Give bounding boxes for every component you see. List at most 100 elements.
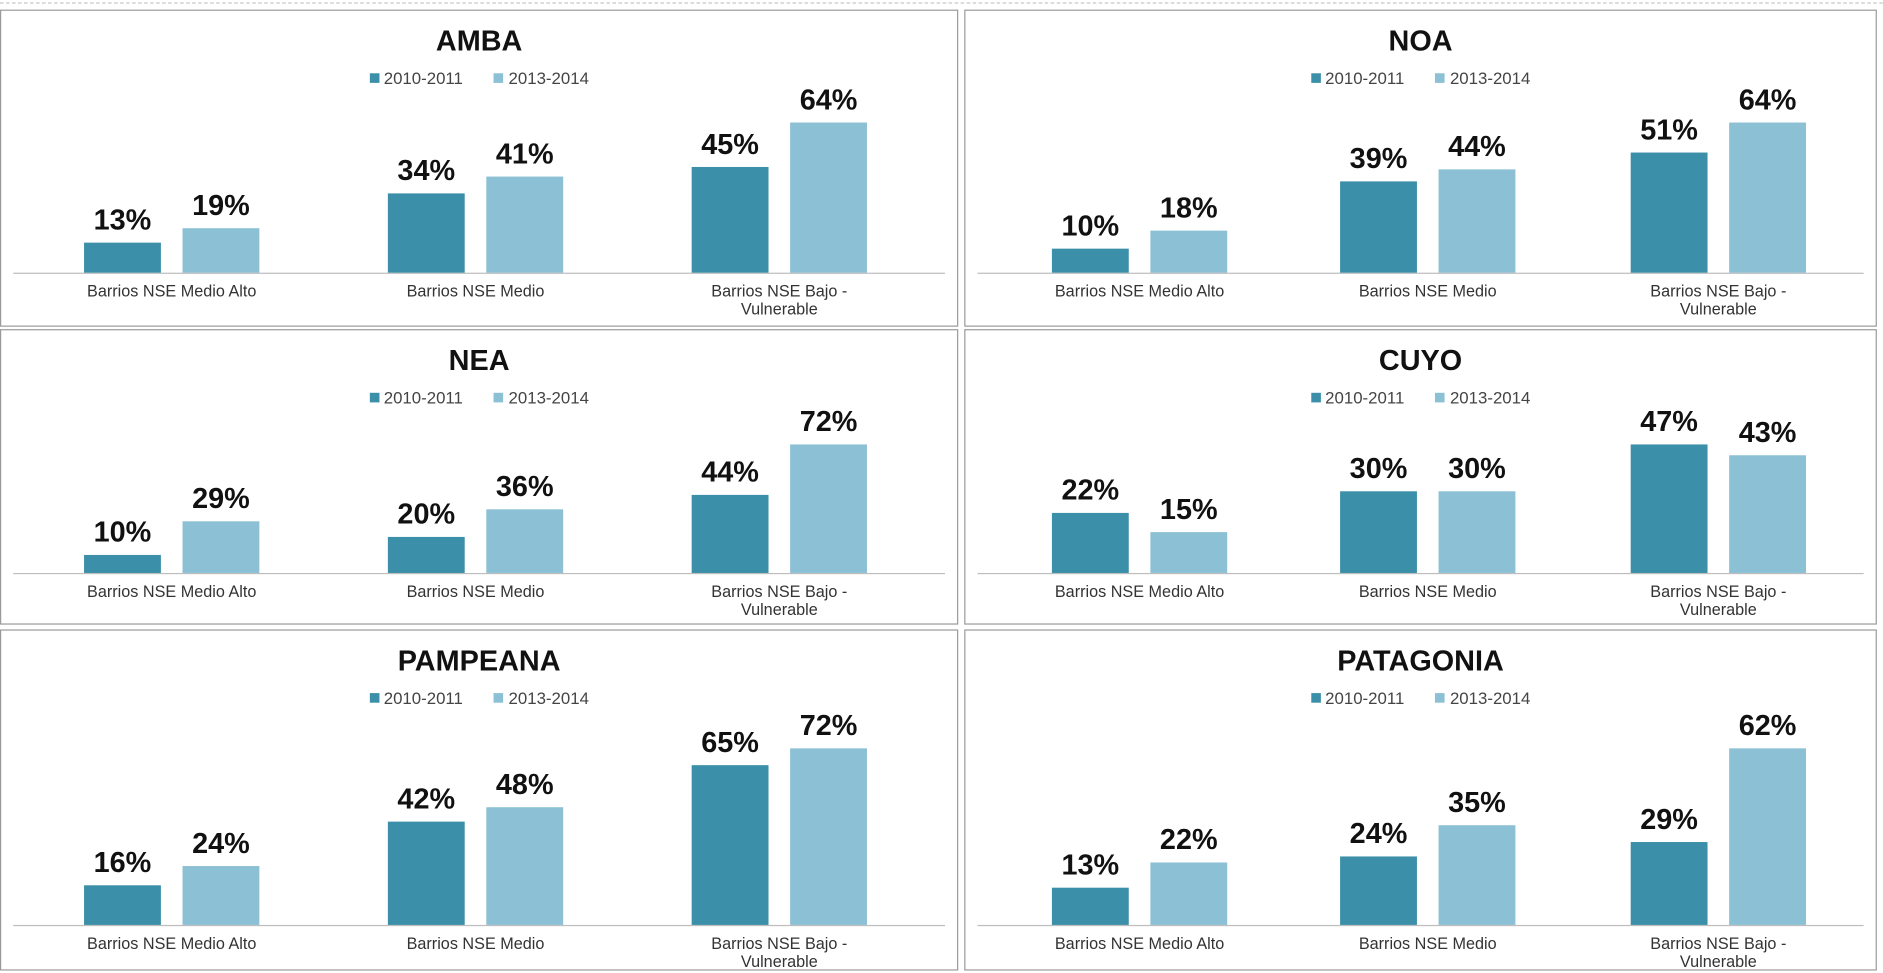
bar bbox=[1150, 230, 1228, 273]
legend-item: 2010-2011 bbox=[369, 688, 463, 708]
data-label: 18% bbox=[1159, 192, 1218, 225]
data-label: 41% bbox=[495, 138, 554, 171]
bar bbox=[1051, 512, 1129, 573]
data-label: 10% bbox=[1061, 210, 1120, 244]
x-tick-label: Barrios NSE Medio Alto bbox=[1054, 582, 1225, 601]
bar bbox=[486, 176, 564, 273]
bar bbox=[1051, 887, 1129, 925]
data-label: 10% bbox=[93, 516, 152, 550]
legend: 2010-2011 2013-2014 bbox=[1, 388, 957, 407]
legend-item: 2013-2014 bbox=[494, 388, 589, 407]
x-tick-label: Barrios NSE Bajo - Vulnerable bbox=[711, 934, 848, 971]
data-label: 45% bbox=[701, 128, 759, 162]
legend-item: 2013-2014 bbox=[494, 68, 589, 88]
data-label: 13% bbox=[93, 203, 152, 237]
legend-label: 2013-2014 bbox=[508, 387, 589, 408]
data-label: 30% bbox=[1349, 452, 1408, 485]
bar bbox=[1630, 444, 1708, 573]
legend-swatch bbox=[1435, 73, 1446, 83]
x-tick-label: Barrios NSE Medio Alto bbox=[1054, 934, 1225, 953]
x-tick-label: Barrios NSE Bajo - Vulnerable bbox=[1650, 934, 1787, 971]
bar bbox=[387, 821, 465, 925]
bar bbox=[1150, 862, 1228, 925]
data-label: 34% bbox=[397, 154, 456, 187]
data-label: 16% bbox=[93, 847, 152, 880]
legend-label: 2010-2011 bbox=[1325, 387, 1405, 408]
legend-item: 2010-2011 bbox=[1310, 68, 1404, 88]
bar bbox=[1630, 842, 1708, 925]
bar bbox=[790, 444, 867, 573]
legend-item: 2013-2014 bbox=[1435, 388, 1530, 407]
x-tick-label: Barrios NSE Medio Alto bbox=[87, 282, 257, 301]
x-axis bbox=[977, 572, 1864, 575]
bar bbox=[1150, 531, 1228, 573]
chart-title: NOA bbox=[1388, 25, 1453, 58]
legend: 2010-2011 2013-2014 bbox=[965, 688, 1875, 708]
bar bbox=[84, 242, 161, 273]
legend-swatch bbox=[494, 693, 504, 703]
data-label: 20% bbox=[397, 498, 456, 532]
bar bbox=[691, 765, 769, 925]
data-label: 39% bbox=[1349, 142, 1408, 176]
x-tick-label: Barrios NSE Medio bbox=[1358, 282, 1497, 301]
data-label: 62% bbox=[1738, 709, 1797, 743]
legend-swatch bbox=[494, 392, 504, 403]
bar bbox=[1340, 181, 1417, 273]
chart-panel: PAMPEANA 2010-2011 2013-2014 Barrios NSE Me… bbox=[0, 629, 959, 971]
legend: 2010-2011 2013-2014 bbox=[1, 68, 957, 88]
data-label: 15% bbox=[1159, 493, 1218, 526]
chart-title: AMBA bbox=[435, 25, 523, 58]
x-tick-label: Barrios NSE Medio Alto bbox=[1054, 282, 1225, 301]
legend-label: 2010-2011 bbox=[1325, 688, 1405, 708]
data-label: 48% bbox=[495, 768, 554, 802]
bar bbox=[84, 885, 161, 925]
data-label: 13% bbox=[1061, 849, 1120, 882]
chart-panel: NOA 2010-2011 2013-2014 Barrios NSE Medio A… bbox=[964, 9, 1877, 327]
data-label: 22% bbox=[1159, 823, 1218, 857]
data-label: 51% bbox=[1640, 114, 1698, 148]
bar bbox=[1729, 455, 1807, 573]
legend-swatch bbox=[1310, 392, 1321, 403]
legend-swatch bbox=[369, 693, 379, 703]
bar bbox=[1051, 249, 1129, 273]
data-label: 36% bbox=[495, 470, 554, 503]
legend-swatch bbox=[1310, 693, 1321, 703]
data-label: 29% bbox=[1640, 803, 1698, 837]
legend-item: 2010-2011 bbox=[369, 388, 463, 407]
data-label: 64% bbox=[799, 84, 858, 117]
bar bbox=[1630, 153, 1708, 273]
legend-swatch bbox=[369, 392, 379, 403]
legend-item: 2013-2014 bbox=[1435, 688, 1530, 708]
x-tick-label: Barrios NSE Medio Alto bbox=[87, 934, 257, 953]
x-tick-label: Barrios NSE Medio bbox=[1358, 582, 1497, 601]
legend-swatch bbox=[369, 73, 379, 83]
x-axis bbox=[13, 272, 946, 274]
legend-item: 2010-2011 bbox=[369, 68, 463, 88]
bar bbox=[182, 521, 260, 573]
data-label: 64% bbox=[1738, 84, 1797, 117]
data-label: 44% bbox=[701, 455, 759, 489]
bar bbox=[790, 748, 867, 925]
separator bbox=[0, 2, 1883, 4]
bar bbox=[790, 122, 867, 273]
data-label: 24% bbox=[1349, 818, 1408, 851]
bar bbox=[1438, 169, 1516, 273]
legend: 2010-2011 2013-2014 bbox=[965, 388, 1875, 407]
legend-label: 2013-2014 bbox=[1449, 68, 1531, 88]
legend-swatch bbox=[494, 73, 504, 83]
x-tick-label: Barrios NSE Medio Alto bbox=[87, 582, 257, 601]
chart-panel: NEA 2010-2011 2013-2014 Barrios NSE Medio A… bbox=[0, 329, 959, 625]
legend-swatch bbox=[1435, 693, 1446, 703]
bar bbox=[1340, 490, 1417, 573]
data-label: 72% bbox=[799, 709, 858, 743]
legend-label: 2010-2011 bbox=[383, 387, 463, 408]
legend-label: 2013-2014 bbox=[508, 68, 589, 88]
chart-panel: AMBA 2010-2011 2013-2014 Barrios NSE Medio … bbox=[0, 9, 959, 327]
bar bbox=[1340, 856, 1417, 925]
legend: 2010-2011 2013-2014 bbox=[965, 68, 1875, 88]
data-label: 42% bbox=[397, 783, 456, 816]
bar bbox=[84, 555, 161, 573]
bar bbox=[1729, 748, 1807, 925]
legend-item: 2010-2011 bbox=[1310, 688, 1405, 708]
